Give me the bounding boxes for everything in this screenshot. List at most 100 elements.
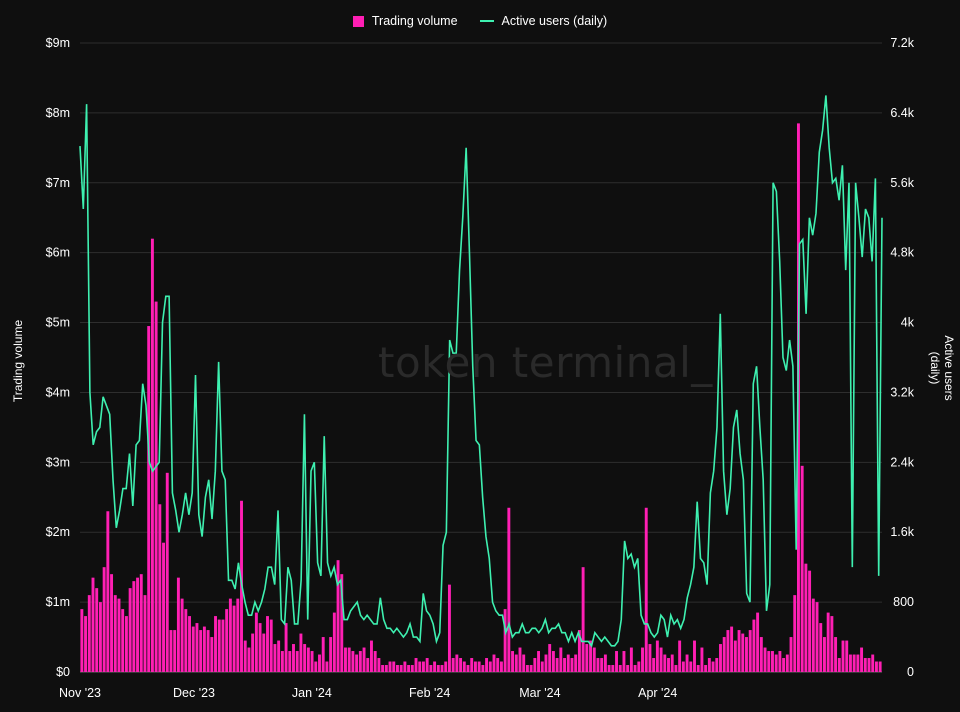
right-tick-label: 3.2k — [890, 385, 914, 399]
volume-bar — [551, 651, 555, 672]
volume-bar — [87, 595, 91, 672]
volume-bar — [310, 651, 314, 672]
volume-bar — [139, 574, 143, 672]
volume-bar — [670, 654, 674, 672]
volume-bar — [169, 630, 173, 672]
volume-bar — [91, 577, 95, 672]
volume-bar — [150, 238, 154, 672]
volume-bar — [678, 640, 682, 672]
volume-bar — [730, 626, 734, 672]
volume-bar — [848, 654, 852, 672]
volume-bar — [696, 665, 700, 672]
volume-bar — [514, 654, 518, 672]
volume-bar — [117, 598, 121, 672]
volume-bar — [566, 654, 570, 672]
volume-bar — [440, 665, 444, 672]
volume-bar — [243, 640, 247, 672]
volume-bar — [618, 665, 622, 672]
volume-bar — [863, 658, 867, 672]
volume-bar — [436, 665, 440, 672]
volume-bar — [451, 658, 455, 672]
x-tick-label: Dec '23 — [173, 686, 215, 700]
left-tick-label: $5m — [46, 316, 70, 330]
right-tick-label: 2.4k — [890, 455, 914, 469]
volume-bar — [607, 665, 611, 672]
volume-bar — [685, 654, 689, 672]
volume-bar — [102, 567, 106, 672]
volume-bar — [303, 644, 307, 672]
volume-bar — [95, 588, 99, 672]
left-axis-ticks: $0 $1m $2m $3m $4m $5m $6m $7m $8m $9m — [46, 36, 70, 679]
volume-bar — [429, 665, 433, 672]
volume-bar — [362, 647, 366, 672]
right-tick-label: 4.8k — [890, 246, 914, 260]
volume-bar — [410, 665, 414, 672]
volume-bar — [789, 637, 793, 672]
legend-item-volume[interactable]: Trading volume — [352, 14, 458, 28]
volume-bar — [336, 560, 340, 672]
volume-bar — [147, 326, 151, 672]
volume-bar — [667, 658, 670, 672]
volume-bar — [373, 651, 377, 672]
volume-bar — [214, 616, 217, 672]
volume-bar — [266, 616, 269, 672]
volume-bar — [288, 651, 292, 672]
volume-bar — [852, 654, 856, 672]
volume-bar — [808, 570, 812, 672]
volume-bar — [462, 661, 466, 672]
volume-bar — [811, 598, 815, 672]
volume-bar — [421, 661, 425, 672]
volume-bar — [136, 577, 140, 672]
volume-bar — [221, 619, 225, 672]
volume-bar — [700, 647, 704, 672]
volume-bar — [106, 511, 110, 672]
volume-bar — [280, 651, 284, 672]
volume-bar — [329, 637, 333, 672]
volume-bar — [325, 661, 329, 672]
legend-item-users[interactable]: Active users (daily) — [479, 14, 607, 28]
volume-bar — [202, 626, 206, 672]
volume-bar — [481, 665, 485, 672]
y-axis-title-left: Trading volume — [11, 319, 25, 403]
volume-bar — [459, 658, 463, 672]
right-axis-ticks: 0 800 1.6k 2.4k 3.2k 4k 4.8k 5.6k 6.4k 7.2k — [890, 36, 914, 679]
volume-bar — [418, 661, 422, 672]
volume-bar — [611, 665, 615, 672]
volume-bar — [707, 658, 711, 672]
volume-bar — [819, 623, 823, 672]
volume-bar — [804, 563, 808, 672]
right-tick-label: 0 — [907, 665, 914, 679]
right-tick-label: 6.4k — [890, 106, 914, 120]
volume-bar — [800, 465, 804, 672]
left-tick-label: $7m — [46, 176, 70, 190]
legend: Trading volume Active users (daily) — [0, 14, 960, 28]
left-tick-label: $8m — [46, 106, 70, 120]
volume-bar — [737, 630, 741, 672]
volume-bar — [845, 640, 849, 672]
volume-bar — [637, 661, 641, 672]
volume-bar — [615, 651, 618, 672]
volume-bar — [533, 658, 537, 672]
left-tick-label: $6m — [46, 246, 70, 260]
volume-bar — [878, 661, 882, 672]
volume-bar — [503, 609, 507, 672]
volume-bar — [173, 630, 177, 672]
volume-bar — [860, 647, 864, 672]
volume-bar — [748, 630, 752, 672]
volume-bar — [384, 665, 388, 672]
volume-bar — [704, 665, 708, 672]
volume-bar — [622, 651, 626, 672]
volume-bar — [232, 605, 236, 672]
volume-bar — [733, 640, 737, 672]
volume-bar — [837, 658, 841, 672]
volume-bar — [195, 623, 199, 672]
volume-bar — [388, 661, 392, 672]
volume-bar — [225, 609, 229, 672]
volume-bar — [830, 616, 834, 672]
x-axis-ticks: Nov '23 Dec '23 Jan '24 Feb '24 Mar '24 Apr '… — [59, 686, 677, 700]
volume-bar — [537, 651, 541, 672]
volume-bar — [626, 665, 630, 672]
volume-bar — [741, 633, 745, 672]
volume-bar — [674, 665, 678, 672]
left-tick-label: $3m — [46, 455, 70, 469]
